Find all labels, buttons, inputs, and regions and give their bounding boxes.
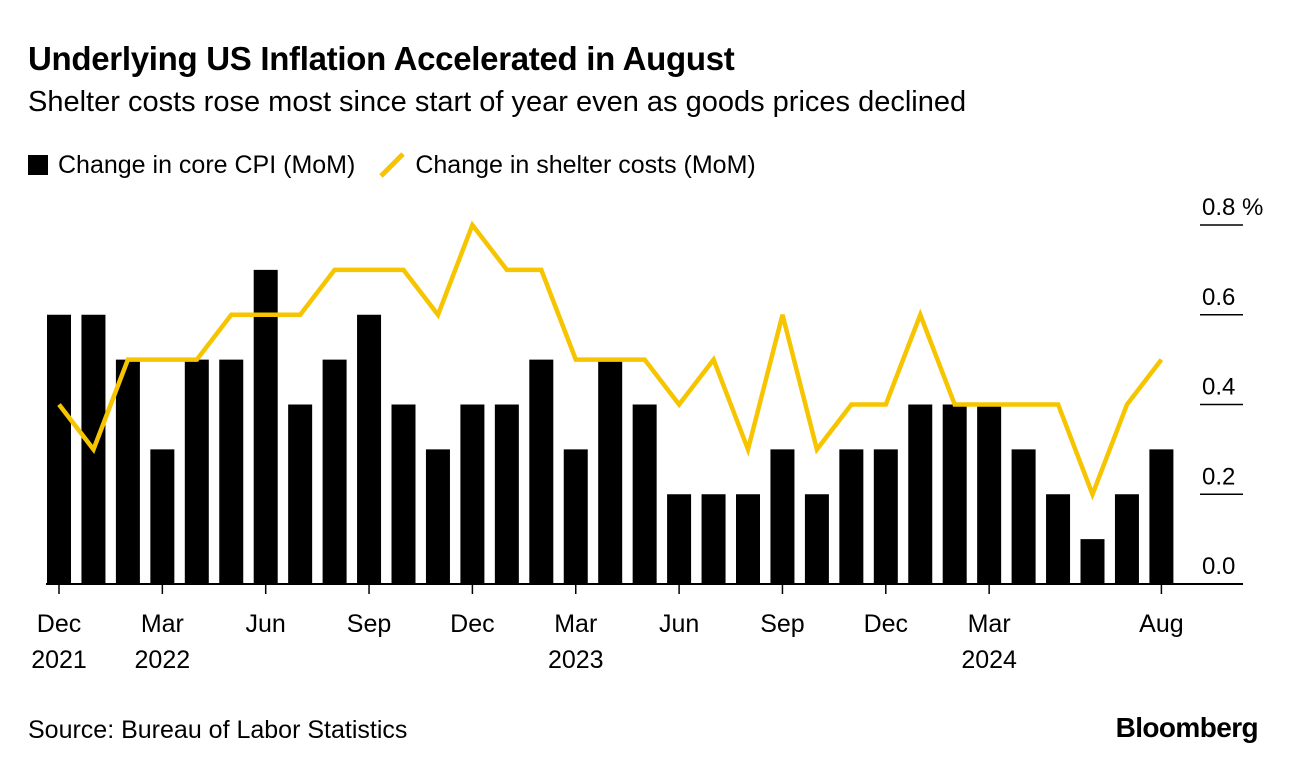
bar-core-cpi <box>1114 494 1139 584</box>
x-tick-label-month: Mar <box>141 610 184 638</box>
chart-title: Underlying US Inflation Accelerated in A… <box>28 40 735 77</box>
bar-core-cpi <box>184 359 209 584</box>
legend-item-core-cpi: Change in core CPI (MoM) <box>28 151 355 180</box>
bar-core-cpi <box>839 449 864 584</box>
chart-subtitle: Shelter costs rose most since start of y… <box>28 86 967 118</box>
x-tick-label-month: Dec <box>37 610 81 638</box>
bar-core-cpi <box>219 359 244 584</box>
bar-core-cpi <box>942 404 967 584</box>
y-tick-label: 0.2 <box>1202 463 1235 490</box>
y-tick-label: 0.6 <box>1202 284 1235 311</box>
x-tick-label-month: Dec <box>864 610 908 638</box>
legend-swatch-bar <box>28 155 48 175</box>
bar-core-cpi <box>47 314 71 584</box>
bar-core-cpi <box>494 404 519 584</box>
bar-core-cpi <box>908 404 933 584</box>
bar-core-cpi <box>1149 449 1174 584</box>
y-tick-label: 0.4 <box>1202 374 1235 401</box>
bar-core-cpi <box>667 494 692 584</box>
bar-core-cpi <box>391 404 416 584</box>
legend-swatch-line <box>379 152 406 178</box>
legend-label-core-cpi: Change in core CPI (MoM) <box>58 150 356 179</box>
bar-core-cpi <box>1011 449 1036 584</box>
bar-core-cpi <box>563 449 588 584</box>
x-tick-label-month: Sep <box>760 610 804 638</box>
x-tick-label-month: Mar <box>968 610 1011 638</box>
bar-core-cpi <box>804 494 829 584</box>
bar-core-cpi <box>598 359 623 584</box>
y-tick-label: 0.0 <box>1202 553 1235 580</box>
bar-core-cpi <box>736 494 760 584</box>
bar-core-cpi <box>253 269 278 584</box>
x-tick-label-year: 2024 <box>961 646 1017 674</box>
x-tick-label-month: Aug <box>1139 610 1183 638</box>
bar-core-cpi <box>1080 539 1105 584</box>
bar-core-cpi <box>460 404 485 584</box>
legend-item-shelter: Change in shelter costs (MoM) <box>377 150 756 180</box>
legend-label-shelter: Change in shelter costs (MoM) <box>415 150 756 179</box>
x-tick-label-month: Mar <box>554 610 597 638</box>
bar-core-cpi <box>701 494 726 584</box>
x-tick-label-month: Jun <box>659 610 699 638</box>
bar-core-cpi <box>770 449 795 584</box>
source-note: Source: Bureau of Labor Statistics <box>28 716 408 744</box>
bloomberg-logo: Bloomberg <box>1115 712 1259 743</box>
line-shelter-costs <box>57 220 1164 501</box>
x-tick-label-month: Dec <box>450 610 494 638</box>
bar-core-cpi <box>288 404 313 584</box>
bar-core-cpi <box>632 404 657 584</box>
x-tick-label-month: Sep <box>347 610 391 638</box>
bar-core-cpi <box>529 359 554 584</box>
bar-core-cpi <box>1046 494 1071 584</box>
bar-core-cpi <box>425 449 450 584</box>
y-tick-label: 0.8 % <box>1202 194 1263 221</box>
bar-core-cpi <box>150 449 175 584</box>
legend: Change in core CPI (MoM) Change in shelt… <box>28 148 778 182</box>
x-tick-label-year: 2021 <box>31 646 87 674</box>
bar-core-cpi <box>115 359 140 584</box>
x-tick-label-year: 2023 <box>548 646 604 674</box>
bar-core-cpi <box>322 359 347 584</box>
bar-core-cpi <box>977 404 1002 584</box>
x-tick-label-year: 2022 <box>135 646 191 674</box>
bar-core-cpi <box>873 449 898 584</box>
bar-core-cpi <box>357 314 382 584</box>
x-tick-label-month: Jun <box>246 610 286 638</box>
